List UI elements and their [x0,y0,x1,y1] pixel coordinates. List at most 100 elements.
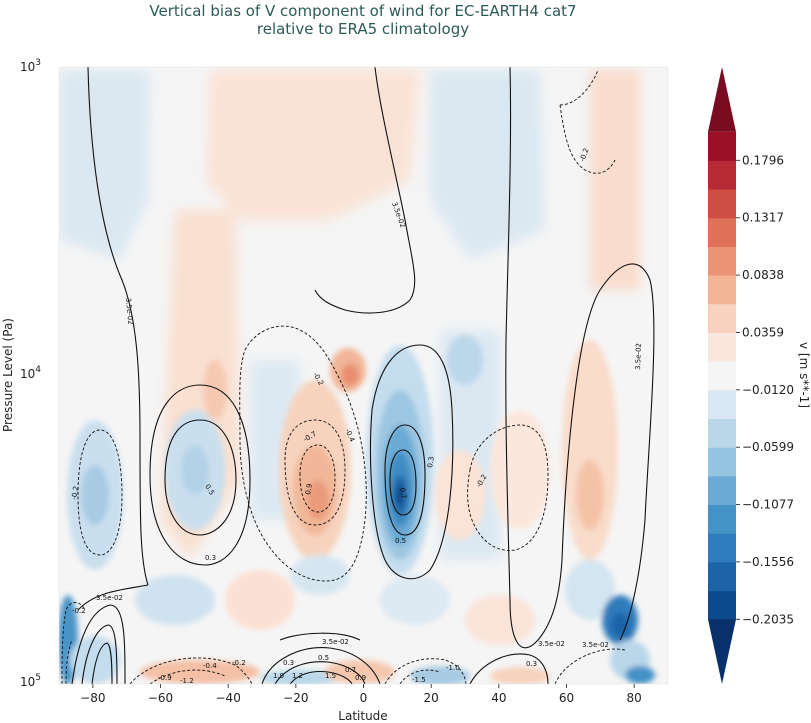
contour-line [77,429,123,556]
contour-line [87,67,149,586]
colorbar-segment [708,475,736,506]
bias-blob [465,595,535,645]
bias-blob [181,445,209,495]
colorbar-segment [708,533,736,563]
x-tick-label: 60 [559,691,574,705]
x-tick-label: 40 [491,691,506,705]
colorbar-segment [708,504,736,534]
contour-line [129,657,253,684]
x-tick-label: −40 [216,691,241,705]
bias-blob [135,575,215,625]
bias-blob [397,486,403,504]
colorbar-segment [708,275,736,305]
contour-line [384,424,426,536]
x-axis: −80 −60 −40 −20 0 20 40 60 80 [80,684,642,705]
contour-label: -1.0 [446,664,460,672]
bias-blob [447,335,483,385]
contour-line [314,67,416,314]
contour-line [399,669,441,684]
x-tick-label: 80 [627,691,642,705]
contour-label: 0.7 [398,487,408,499]
contour-line [279,632,361,641]
contour-label: 3.5e-02 [96,594,123,602]
colorbar-extend-min [708,619,736,684]
contour-line [369,344,454,580]
contour-line [299,444,336,513]
bias-blob [576,460,604,530]
x-tick-label: −60 [148,691,173,705]
bias-blob [70,636,120,684]
bias-blob [203,360,227,420]
chart-subtitle: relative to ERA5 climatology [257,20,469,38]
bias-field [59,70,655,684]
contour-line [389,449,417,516]
colorbar [708,67,736,684]
y-axis-label: Pressure Level (Pa) [1,318,15,432]
colorbar-tick-label: −0.0599 [742,440,794,454]
contour-label: 0.3 [205,554,216,562]
colorbar-tick-label: −0.0120 [742,383,794,397]
contour-label: 3.5e-02 [538,640,565,648]
contour-label: 0.9 [355,674,366,682]
colorbar-tick-label: 0.0838 [742,268,784,282]
contour-label: -0.2 [72,607,86,615]
x-axis-label: Latitude [338,709,387,723]
contour-label: 0.7 [345,666,356,674]
contour-line [65,639,73,684]
contour-line [71,604,126,684]
contour-label: 0.3 [426,456,436,468]
contour-label: -0.2 [232,659,246,667]
contour-line [554,648,626,684]
colorbar-segment [708,447,736,477]
contour-line [239,325,367,582]
y-tick-label: 105 [20,673,41,689]
bias-blob [290,555,350,595]
contour-line [559,104,616,174]
contour-line [284,419,346,526]
bias-blob [260,670,340,684]
colorbar-tick-label: −0.1077 [742,498,794,512]
colorbar-label: v [m s**-1] [797,342,811,408]
chart-title: Vertical bias of V component of wind for… [149,2,576,20]
colorbar-tick-label: 0.1796 [742,153,784,167]
contour-label: -1.2 [180,677,194,685]
colorbar-segment [708,418,736,448]
colorbar-ticks: −0.2035 −0.1556 −0.1077 −0.0599 −0.0120 0.035… [736,153,794,626]
bias-blob [590,70,640,290]
contour-label: -0.9 [158,674,172,682]
contour-label: -1.5 [412,676,426,684]
colorbar-segment [708,303,736,333]
bias-blob [81,465,109,525]
colorbar-tick-label: 0.0359 [742,325,784,339]
colorbar-extend-max [708,67,736,132]
x-tick-label: 0 [360,691,368,705]
plot-area: 3.5e-02 3.5e-02 3.5e-02 3.5e-02 3.5e-02 … [58,66,669,685]
contour-line [149,669,226,684]
bias-blob [625,666,655,684]
colorbar-segment [708,160,736,190]
x-tick-label: 20 [424,691,439,705]
contour-label: -0.2 [70,485,80,500]
contour-line [289,670,353,684]
colorbar-segment [708,189,736,219]
x-tick-label: −20 [283,691,308,705]
contour-label: 3.5e-02 [582,641,609,649]
contour-line [384,658,467,684]
colorbar-segment [708,389,736,420]
contour-line [274,661,366,684]
contour-line [467,424,549,551]
y-axis: 103 104 105 [20,58,41,689]
y-tick-label: 103 [20,58,41,74]
bias-blob [490,410,550,530]
contour-lines [61,67,655,684]
contour-line [81,624,118,684]
bias-blob [435,450,485,540]
bias-blob [562,340,618,560]
contour-label: 3.5e-02 [634,343,643,370]
bias-blob [410,666,470,684]
contour-label: 0.5 [395,537,406,545]
bias-blob [490,667,550,684]
contour-label: 1.5 [325,672,336,680]
bias-blob [307,480,329,520]
